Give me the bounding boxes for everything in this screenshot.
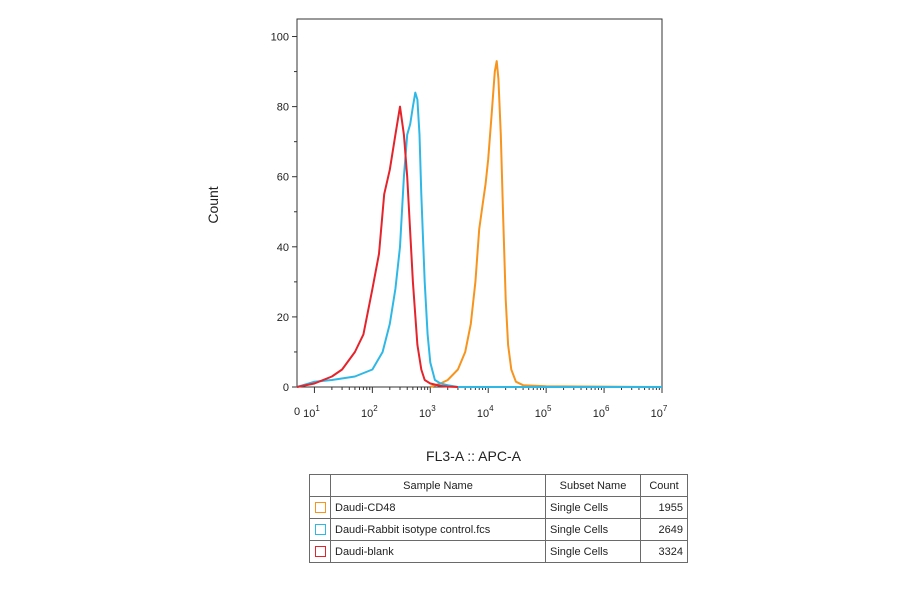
y-tick-label: 80 bbox=[277, 102, 289, 114]
x-tick-label: 103 bbox=[419, 404, 436, 420]
y-tick-label: 20 bbox=[277, 312, 289, 324]
y-tick-label: 0 bbox=[283, 382, 289, 394]
series-line-3 bbox=[296, 105, 458, 388]
legend-sample-name: Daudi-Rabbit isotype control.fcs bbox=[330, 518, 546, 541]
legend-subset-name: Single Cells bbox=[545, 540, 641, 563]
x-axis: 0 101 102 103 104 105 106 107 bbox=[294, 387, 668, 420]
y-tick-label: 60 bbox=[277, 172, 289, 184]
legend-sample-name: Daudi-blank bbox=[330, 540, 546, 563]
legend-count: 3324 bbox=[640, 540, 688, 563]
legend-swatch-header bbox=[309, 474, 331, 497]
legend-sample-name: Daudi-CD48 bbox=[330, 496, 546, 519]
legend-count: 2649 bbox=[640, 518, 688, 541]
subset-name-header: Subset Name bbox=[545, 474, 641, 497]
x-tick-label: 105 bbox=[535, 404, 552, 420]
y-axis-title: Count bbox=[205, 186, 221, 223]
count-header: Count bbox=[640, 474, 688, 497]
x-axis-title: FL3-A :: APC-A bbox=[426, 448, 522, 464]
y-axis: 0 20 40 60 80 100 bbox=[271, 32, 297, 394]
legend-swatch bbox=[314, 546, 326, 558]
sample-legend-table: Sample Name Subset Name Count Daudi-CD48… bbox=[309, 474, 688, 563]
x-tick-label: 101 bbox=[303, 404, 320, 420]
x-tick-label: 107 bbox=[651, 404, 668, 420]
y-tick-label: 40 bbox=[277, 242, 289, 254]
legend-row: Daudi-blank Single Cells 3324 bbox=[309, 540, 688, 563]
legend-row: Daudi-CD48 Single Cells 1955 bbox=[309, 496, 688, 519]
series-line-1 bbox=[429, 60, 663, 388]
x-tick-label: 104 bbox=[477, 404, 494, 420]
x-tick-label: 102 bbox=[361, 404, 378, 420]
sample-name-header: Sample Name bbox=[330, 474, 546, 497]
y-tick-label: 100 bbox=[271, 32, 289, 44]
x-tick-label: 106 bbox=[593, 404, 610, 420]
legend-subset-name: Single Cells bbox=[545, 496, 641, 519]
x-tick-label-zero: 0 bbox=[294, 406, 300, 418]
series-layer bbox=[296, 60, 663, 388]
series-line-2 bbox=[296, 91, 662, 388]
legend-swatch bbox=[314, 502, 326, 514]
legend-header-row: Sample Name Subset Name Count bbox=[309, 474, 688, 497]
legend-swatch bbox=[314, 524, 326, 536]
plot-area bbox=[296, 18, 663, 388]
legend-subset-name: Single Cells bbox=[545, 518, 641, 541]
legend-count: 1955 bbox=[640, 496, 688, 519]
legend-row: Daudi-Rabbit isotype control.fcs Single … bbox=[309, 518, 688, 541]
